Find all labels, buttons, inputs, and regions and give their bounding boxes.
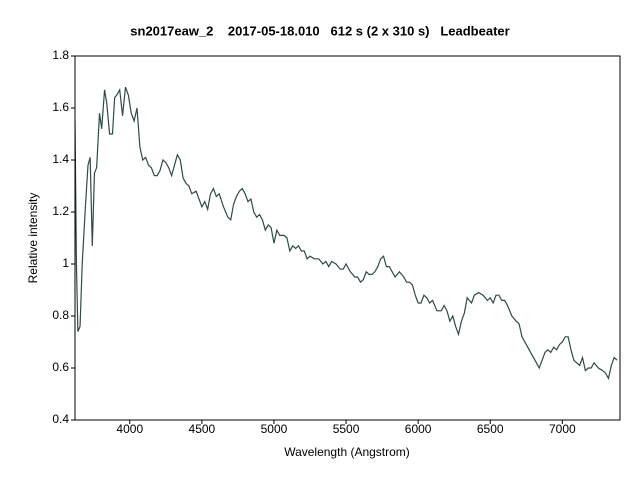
x-tick-label: 5000	[261, 422, 288, 436]
x-tick-label: 5500	[333, 422, 360, 436]
y-tick-label: 1.6	[52, 100, 69, 114]
y-tick-label: 0.8	[52, 308, 69, 322]
x-axis-label: Wavelength (Angstrom)	[284, 445, 410, 459]
x-tick-label: 4500	[189, 422, 216, 436]
y-tick-label: 0.6	[52, 360, 69, 374]
y-axis-label: Relative intensity	[26, 193, 40, 284]
y-tick-label: 1.2	[52, 204, 69, 218]
x-tick-label: 6000	[405, 422, 432, 436]
y-tick-label: 1.8	[52, 48, 69, 62]
chart-title: sn2017eaw_2 2017-05-18.010 612 s (2 x 31…	[130, 23, 509, 38]
x-tick-label: 7000	[549, 422, 576, 436]
x-tick-label: 4000	[116, 422, 143, 436]
plot-frame	[74, 55, 621, 421]
y-tick-label: 1.4	[52, 152, 69, 166]
y-tick-label: 0.4	[52, 412, 69, 426]
spectrum-line	[75, 86, 618, 381]
x-tick-label: 6500	[477, 422, 504, 436]
y-tick-label: 1	[62, 256, 69, 270]
